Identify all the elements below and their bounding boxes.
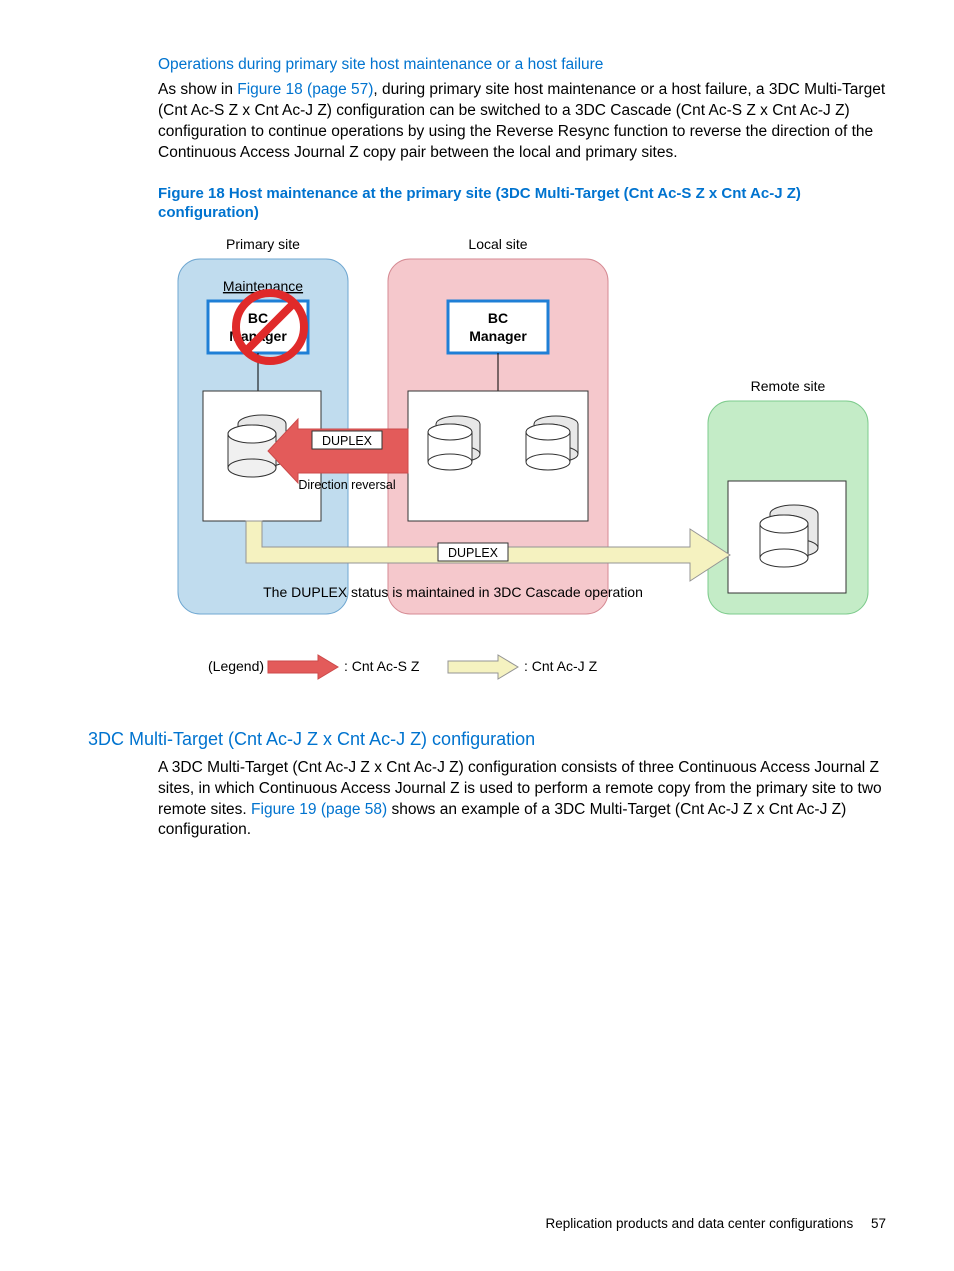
figure-18-link[interactable]: Figure 18 (page 57): [237, 81, 373, 98]
subsection-heading: Operations during primary site host main…: [158, 56, 886, 74]
paragraph-1: As show in Figure 18 (page 57), during p…: [158, 80, 886, 164]
local-site-label: Local site: [468, 236, 527, 252]
section-heading-3dc: 3DC Multi-Target (Cnt Ac-J Z x Cnt Ac-J …: [88, 729, 886, 750]
bc-local-line2: Manager: [469, 328, 527, 344]
diagram-note: The DUPLEX status is maintained in 3DC C…: [263, 584, 643, 600]
figure-18-diagram: Primary site Local site Remote site Main…: [158, 231, 878, 701]
footer-section-label: Replication products and data center con…: [546, 1216, 854, 1231]
page-footer: Replication products and data center con…: [546, 1216, 887, 1231]
bc-manager-local: [448, 301, 548, 353]
local-cylinders-right: [526, 416, 578, 470]
local-cylinders-left: [428, 416, 480, 470]
legend-yellow-arrow: [448, 655, 518, 679]
figure-19-link[interactable]: Figure 19 (page 58): [251, 801, 387, 818]
para1-a: As show in: [158, 81, 237, 98]
duplex-bottom-label: DUPLEX: [448, 546, 499, 560]
bc-local-line1: BC: [488, 310, 508, 326]
footer-page-number: 57: [871, 1216, 886, 1231]
duplex-top-label: DUPLEX: [322, 434, 373, 448]
paragraph-2: A 3DC Multi-Target (Cnt Ac-J Z x Cnt Ac-…: [158, 758, 886, 842]
legend-acj-label: : Cnt Ac-J Z: [524, 658, 598, 674]
red-arrow: [268, 419, 408, 483]
legend-red-arrow: [268, 655, 338, 679]
primary-site-label: Primary site: [226, 236, 300, 252]
remote-site-label: Remote site: [751, 378, 826, 394]
direction-reversal-label: Direction reversal: [298, 478, 395, 492]
legend-acs-label: : Cnt Ac-S Z: [344, 658, 420, 674]
legend-label: (Legend): [208, 658, 264, 674]
bc-primary-line1: BC: [248, 310, 268, 326]
figure-18-caption: Figure 18 Host maintenance at the primar…: [158, 184, 886, 223]
